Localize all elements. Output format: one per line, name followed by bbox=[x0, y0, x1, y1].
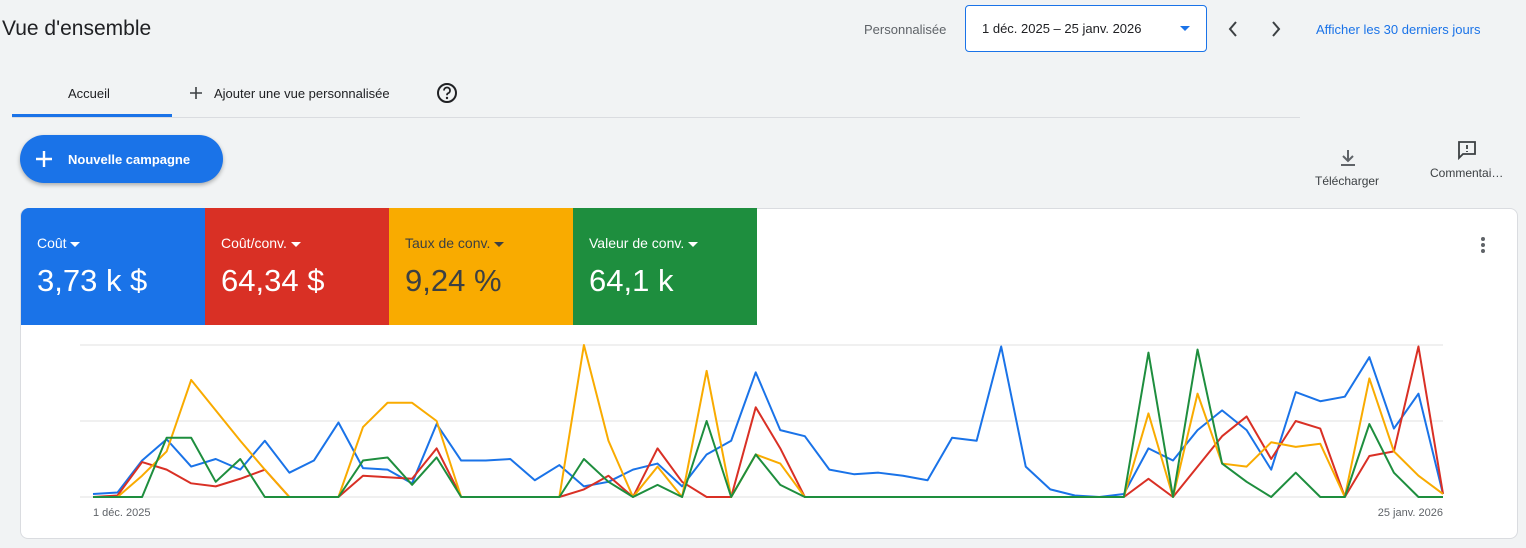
metric-value: 64,1 k bbox=[589, 263, 674, 298]
metric-label: Valeur de conv. bbox=[589, 235, 699, 251]
action-label[interactable]: Télécharger bbox=[1315, 174, 1380, 188]
action-label[interactable]: Commentai… bbox=[1430, 166, 1504, 180]
x-tick-label: 25 janv. 2026 bbox=[1378, 507, 1443, 519]
metric-tile[interactable]: Valeur de conv. 64,1 k bbox=[573, 208, 757, 325]
series-line bbox=[92, 345, 1444, 498]
date-picker[interactable]: 1 déc. 2025 – 25 janv. 2026 bbox=[965, 5, 1207, 52]
dropdown-icon bbox=[1180, 26, 1190, 31]
metric-tile[interactable]: Coût 3,73 k $ bbox=[21, 208, 205, 325]
dropdown-icon bbox=[688, 242, 699, 247]
range-label: Personnalisée bbox=[864, 22, 947, 37]
last-30-link[interactable]: Afficher les 30 derniers jours bbox=[1316, 22, 1481, 37]
tab[interactable]: Accueil bbox=[68, 86, 110, 101]
metric-tile[interactable]: Taux de conv. 9,24 % bbox=[389, 208, 573, 325]
dropdown-icon bbox=[70, 242, 81, 247]
nav-arrows[interactable] bbox=[1222, 18, 1292, 40]
tab-divider bbox=[12, 117, 1300, 118]
series-line bbox=[92, 345, 1444, 498]
metric-value: 9,24 % bbox=[405, 263, 502, 298]
help-icon[interactable] bbox=[436, 82, 458, 104]
metric-label: Taux de conv. bbox=[405, 235, 505, 251]
plus-icon bbox=[36, 151, 52, 167]
metric-label: Coût bbox=[37, 235, 81, 251]
new-campaign-button[interactable]: Nouvelle campagne bbox=[20, 135, 223, 183]
download-icon[interactable] bbox=[1338, 148, 1358, 168]
date-range: 1 déc. 2025 – 25 janv. 2026 bbox=[982, 21, 1142, 36]
more-icon[interactable] bbox=[1478, 236, 1488, 256]
dropdown-icon bbox=[290, 242, 301, 247]
metric-label: Coût/conv. bbox=[221, 235, 301, 251]
dropdown-icon bbox=[494, 242, 505, 247]
metric-value: 3,73 k $ bbox=[37, 263, 148, 298]
comment-icon[interactable] bbox=[1456, 139, 1478, 161]
tab[interactable]: Ajouter une vue personnalisée bbox=[214, 86, 390, 101]
x-tick-label: 1 déc. 2025 bbox=[93, 507, 151, 519]
tab-indicator bbox=[12, 114, 172, 117]
metric-value: 64,34 $ bbox=[221, 263, 325, 298]
button-label: Nouvelle campagne bbox=[68, 152, 191, 167]
series-line bbox=[93, 348, 1443, 498]
metric-tile[interactable]: Coût/conv. 64,34 $ bbox=[205, 208, 389, 325]
plus-icon bbox=[190, 87, 202, 99]
page-title: Vue d'ensemble bbox=[2, 17, 152, 40]
